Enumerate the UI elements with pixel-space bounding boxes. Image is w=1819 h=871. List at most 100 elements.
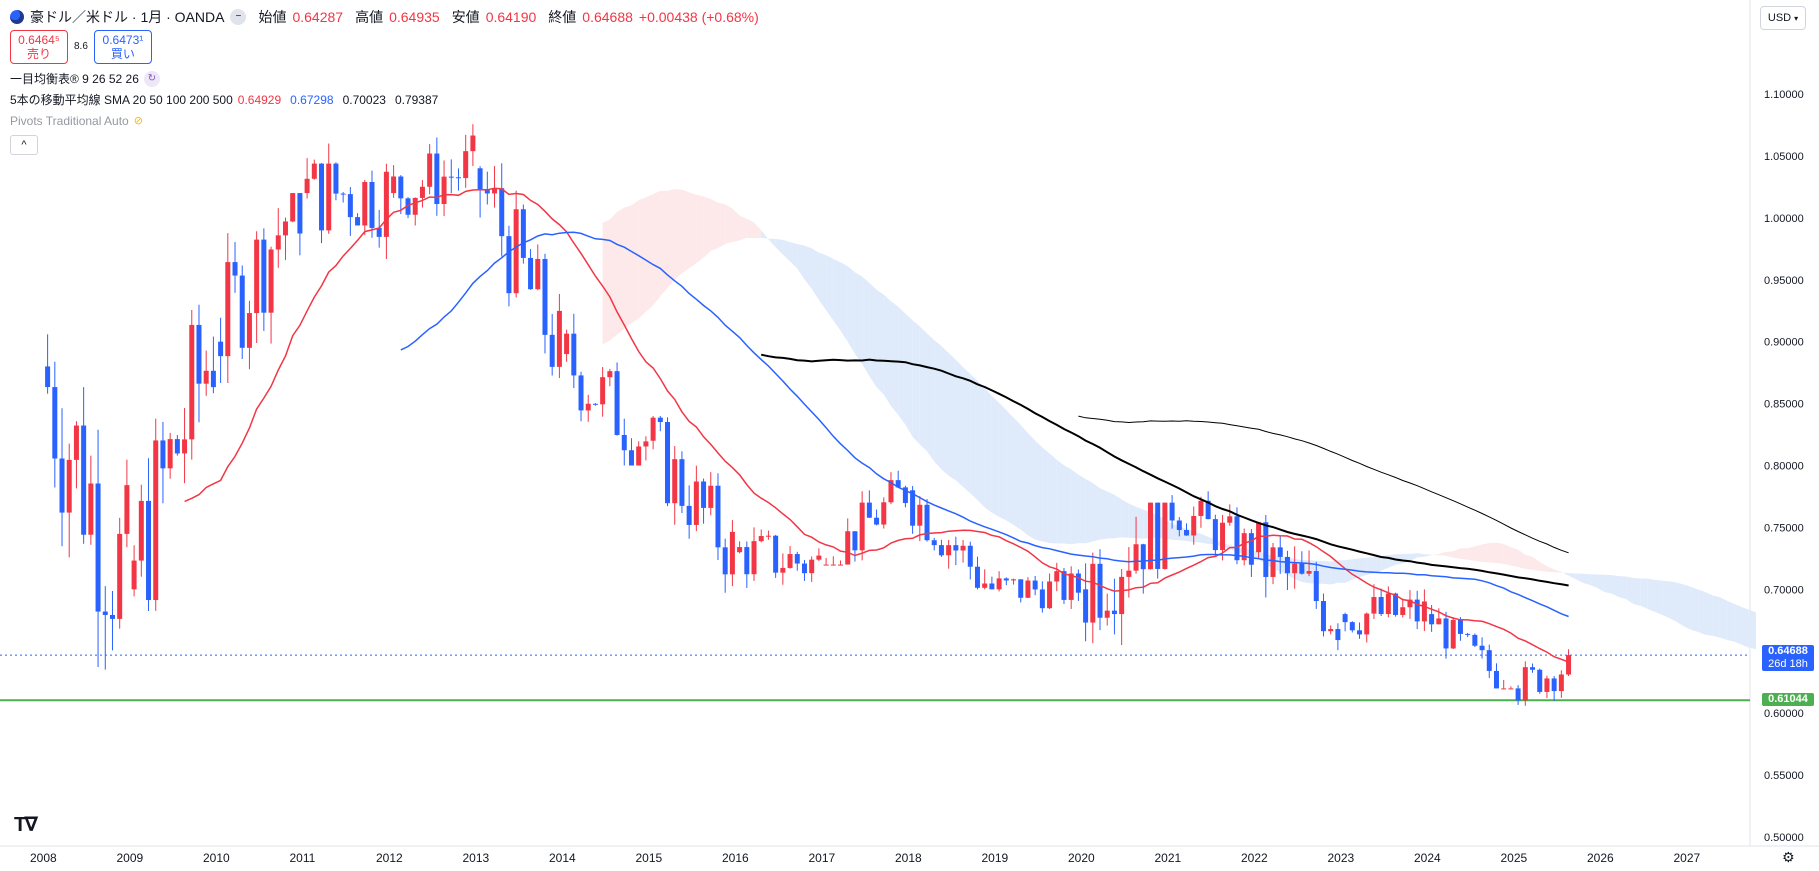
candle-body [1162,502,1168,569]
sell-label: 売り [26,47,51,61]
candle-body [362,182,368,226]
candle-body [787,554,793,568]
candle-body [1039,589,1045,609]
ichimoku-cloud-segment [1655,580,1663,615]
ichimoku-cloud-segment [631,200,639,324]
last-price-tag: 0.64688 26d 18h [1762,645,1814,672]
x-tick-label: 2014 [549,851,576,865]
candle-body [1414,599,1420,622]
low-value: 0.64190 [485,9,537,25]
ichimoku-cloud-segment [1366,557,1374,575]
open-label: 始値 [258,9,287,25]
candle-body [463,151,469,179]
ichimoku-cloud-segment [725,204,733,245]
ichimoku-cloud-segment [970,373,978,501]
candle-body [1450,620,1456,649]
candle-body [66,459,72,513]
candle-body [1169,502,1175,521]
candle-body [715,485,721,548]
hidden-eye-icon[interactable]: ⊘ [133,114,143,127]
ichimoku-cloud-segment [963,367,971,494]
candle-body [1191,515,1197,536]
ichimoku-cloud-segment [768,238,776,248]
candle-body [383,171,389,237]
change-value: +0.00438 (+0.68%) [638,9,759,25]
ichimoku-cloud-segment [1482,543,1490,563]
candle-body [1508,688,1514,690]
ichimoku-cloud-segment [1460,548,1468,560]
candle-body [1227,516,1233,523]
symbol-header: 豪ドル／米ドル · 1月 · OANDA − 始値 0.64287 高値 0.6… [10,6,759,28]
currency-selector[interactable]: USD ▾ [1760,6,1806,30]
candle-body [708,485,714,508]
candle-body [773,535,779,573]
candle-body [1479,645,1485,651]
candle-body [628,450,634,466]
ichimoku-cloud-segment [999,402,1007,521]
candle-body [391,176,397,194]
collapse-legend-button[interactable]: ^ [10,135,38,155]
sma-legend[interactable]: 5本の移動平均線 SMA 20 50 100 200 500 0.64929 0… [10,89,759,110]
candle-body [1320,601,1326,632]
ichimoku-cloud-segment [1748,609,1756,650]
candle-body [1025,580,1031,598]
candle-body [924,504,930,541]
candle-body [621,434,627,451]
ichimoku-cloud-segment [869,282,877,388]
ichimoku-cloud-segment [689,192,697,269]
ichimoku-cloud-segment [624,205,632,329]
candle-body [131,560,137,590]
x-tick-label: 2016 [722,851,749,865]
ichimoku-cloud-segment [1063,465,1072,545]
candle-body [1284,556,1290,574]
settings-icon[interactable]: ⚙ [1782,849,1795,865]
collapse-ohlc-icon[interactable]: − [230,9,247,25]
candle-body [45,366,51,388]
candle-body [513,209,519,294]
candle-body [355,217,361,226]
candle-body [585,403,591,411]
ichimoku-cloud-segment [826,255,834,321]
ichimoku-cloud-segment [941,345,949,476]
candle-body [1421,601,1427,622]
sma50-line [400,231,1569,618]
ichimoku-cloud-segment [1020,425,1028,536]
ichimoku-cloud-segment [1597,574,1605,593]
x-tick-label: 2011 [290,851,316,865]
candle-body [1385,593,1391,615]
tradingview-logo[interactable]: T∇ [14,814,38,836]
sma20-line [184,187,1569,663]
ichimoku-cloud-segment [840,262,848,342]
ichimoku-cloud-segment [775,238,783,255]
ichimoku-cloud-segment [1727,600,1735,642]
ichimoku-legend[interactable]: 一目均衡表® 9 26 52 26 ↻ [10,68,759,89]
ichimoku-cloud-segment [1056,459,1064,544]
candle-body [1530,667,1536,670]
candle-body [1119,576,1125,615]
candle-body [1457,620,1463,634]
candle-body [758,536,764,542]
ichimoku-cloud-segment [1532,556,1540,571]
ichimoku-cloud-segment [1489,542,1497,563]
sell-button[interactable]: 0.6464⁵ 売り [10,30,68,64]
ichimoku-cloud-segment [1510,547,1519,568]
candle-body [1537,669,1543,692]
buy-button[interactable]: 0.6473¹ 買い [93,30,152,64]
candle-body [1075,573,1081,593]
candle-body [254,239,260,314]
candle-body [1147,502,1153,570]
symbol-title[interactable]: 豪ドル／米ドル · 1月 · OANDA [30,9,225,25]
candle-body [1299,563,1305,574]
ichimoku-cloud-segment [1518,549,1526,569]
pivots-legend[interactable]: Pivots Traditional Auto ⊘ [10,110,759,131]
ichimoku-cloud-segment [1337,560,1346,583]
refresh-icon[interactable]: ↻ [143,70,160,87]
ichimoku-cloud-segment [1525,554,1533,570]
ichimoku-cloud-segment [1035,440,1043,542]
candle-body [643,441,649,447]
candle-body [1140,544,1146,570]
ichimoku-cloud-segment [890,301,899,415]
ichimoku-cloud-segment [1568,573,1576,580]
